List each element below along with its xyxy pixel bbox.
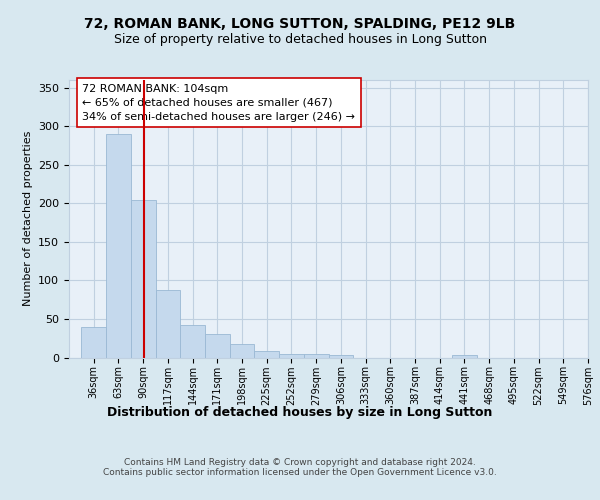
Text: Contains HM Land Registry data © Crown copyright and database right 2024.
Contai: Contains HM Land Registry data © Crown c… [103, 458, 497, 477]
Bar [131, 200, 155, 358]
Text: 72, ROMAN BANK, LONG SUTTON, SPALDING, PE12 9LB: 72, ROMAN BANK, LONG SUTTON, SPALDING, P… [85, 18, 515, 32]
Bar [254, 352, 279, 358]
Text: 72 ROMAN BANK: 104sqm
← 65% of detached houses are smaller (467)
34% of semi-det: 72 ROMAN BANK: 104sqm ← 65% of detached … [82, 84, 355, 122]
Bar [452, 355, 477, 358]
Text: Size of property relative to detached houses in Long Sutton: Size of property relative to detached ho… [113, 32, 487, 46]
Bar [279, 354, 304, 358]
Bar [205, 334, 230, 357]
Bar [180, 325, 205, 358]
Y-axis label: Number of detached properties: Number of detached properties [23, 131, 32, 306]
Bar [82, 326, 106, 358]
Text: Distribution of detached houses by size in Long Sutton: Distribution of detached houses by size … [107, 406, 493, 419]
Bar [304, 354, 329, 358]
Bar [155, 290, 180, 358]
Bar [230, 344, 254, 358]
Bar [106, 134, 131, 358]
Bar [329, 355, 353, 358]
